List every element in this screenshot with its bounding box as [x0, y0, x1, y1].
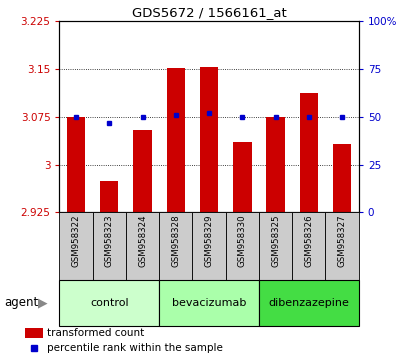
Text: dibenzazepine: dibenzazepine: [268, 298, 348, 308]
Bar: [292, 212, 325, 280]
Bar: [166, 68, 184, 212]
Text: GSM958328: GSM958328: [171, 215, 180, 267]
Text: GSM958327: GSM958327: [337, 215, 346, 267]
Text: GSM958323: GSM958323: [105, 215, 114, 267]
Text: GSM958330: GSM958330: [237, 215, 246, 267]
Text: GSM958322: GSM958322: [72, 215, 81, 267]
Bar: [325, 212, 358, 280]
Text: GSM958326: GSM958326: [303, 215, 312, 267]
Text: GSM958324: GSM958324: [138, 215, 147, 267]
Text: GSM958325: GSM958325: [270, 215, 279, 267]
Bar: [59, 280, 159, 326]
Text: control: control: [90, 298, 128, 308]
Bar: [266, 117, 284, 212]
Bar: [192, 212, 225, 280]
Bar: [92, 212, 126, 280]
Text: percentile rank within the sample: percentile rank within the sample: [47, 343, 222, 353]
Bar: [299, 93, 317, 212]
Bar: [133, 130, 151, 212]
Text: agent: agent: [4, 296, 38, 309]
Bar: [258, 280, 358, 326]
Bar: [200, 67, 218, 212]
Bar: [67, 117, 85, 212]
Bar: [332, 144, 351, 212]
Bar: [159, 280, 258, 326]
Bar: [233, 142, 251, 212]
Bar: [258, 212, 292, 280]
Title: GDS5672 / 1566161_at: GDS5672 / 1566161_at: [131, 6, 286, 19]
Bar: [126, 212, 159, 280]
Bar: [25, 328, 43, 338]
Bar: [59, 212, 92, 280]
Bar: [225, 212, 258, 280]
Text: bevacizumab: bevacizumab: [171, 298, 246, 308]
Bar: [159, 212, 192, 280]
Bar: [100, 181, 118, 212]
Text: transformed count: transformed count: [47, 328, 144, 338]
Text: ▶: ▶: [38, 296, 47, 309]
Text: GSM958329: GSM958329: [204, 215, 213, 267]
